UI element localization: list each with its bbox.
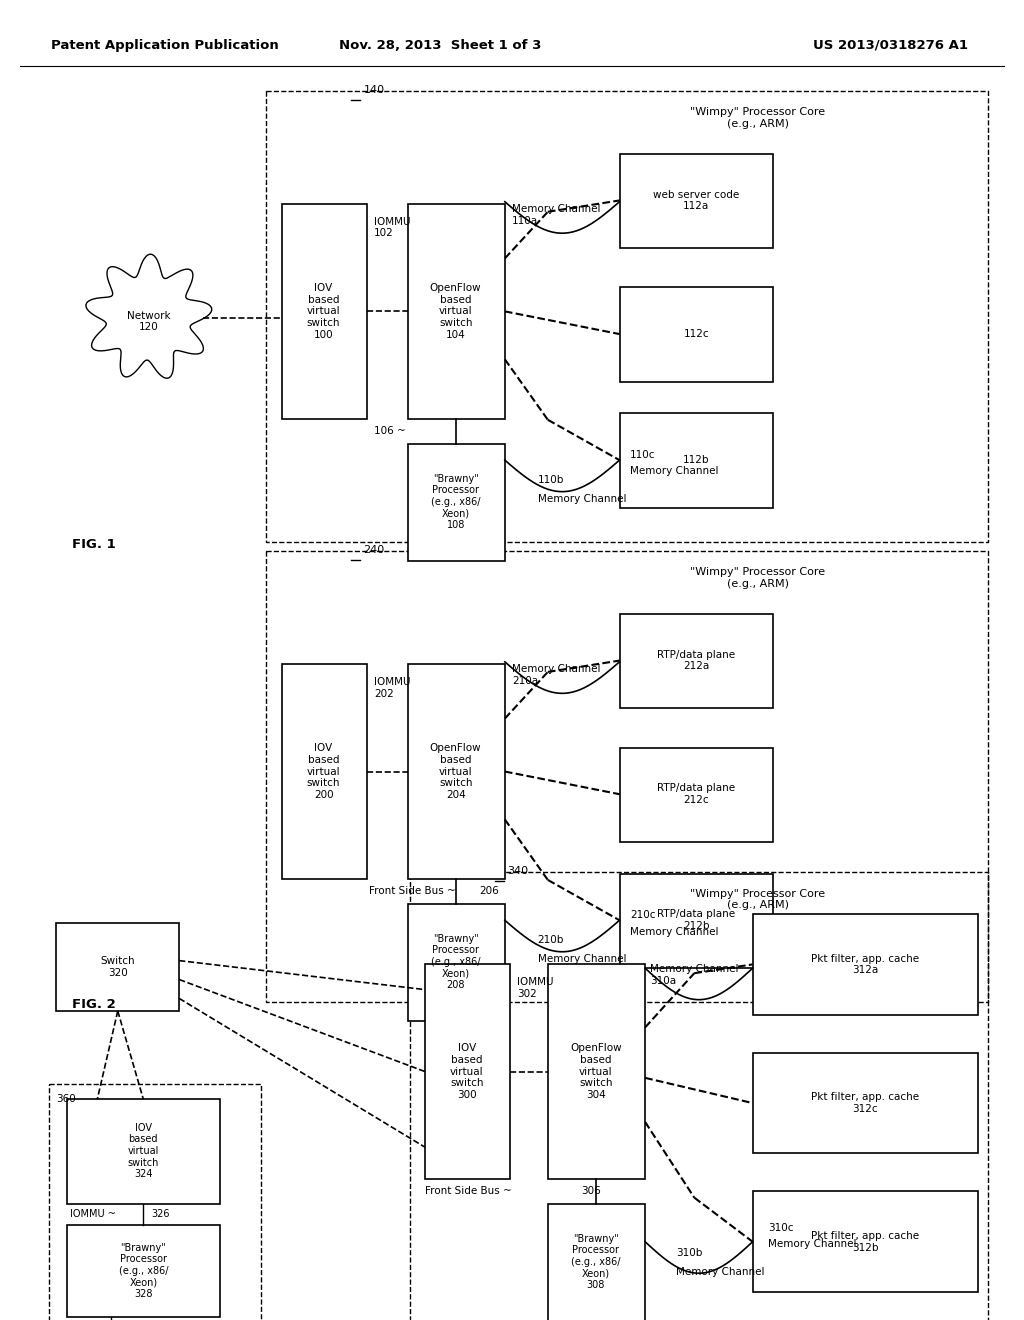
Text: 310b: 310b — [676, 1247, 702, 1258]
Text: OpenFlow
based
virtual
switch
304: OpenFlow based virtual switch 304 — [570, 1043, 622, 1100]
Text: Memory Channel
210a: Memory Channel 210a — [512, 664, 600, 686]
Text: Memory Channel: Memory Channel — [630, 927, 718, 937]
Text: FIG. 2: FIG. 2 — [72, 998, 116, 1011]
Bar — [548, 965, 645, 1179]
Text: Pkt filter, app. cache
312a: Pkt filter, app. cache 312a — [811, 953, 920, 975]
Text: IOMMU
302: IOMMU 302 — [517, 977, 554, 999]
Bar — [67, 1100, 220, 1204]
Text: Memory Channel: Memory Channel — [538, 954, 626, 965]
Text: "Wimpy" Processor Core
(e.g., ARM): "Wimpy" Processor Core (e.g., ARM) — [690, 568, 825, 589]
Text: 106 ~: 106 ~ — [374, 426, 406, 436]
Text: US 2013/0318276 A1: US 2013/0318276 A1 — [813, 38, 969, 51]
Text: 110b: 110b — [538, 475, 564, 486]
Text: IOMMU ~: IOMMU ~ — [70, 1209, 116, 1218]
Bar — [620, 614, 773, 709]
Bar — [620, 413, 773, 508]
Text: Memory Channel: Memory Channel — [768, 1239, 856, 1249]
Text: "Wimpy" Processor Core
(e.g., ARM): "Wimpy" Processor Core (e.g., ARM) — [690, 107, 825, 129]
Text: web server code
112a: web server code 112a — [653, 190, 739, 211]
Bar — [620, 874, 773, 968]
Bar — [282, 664, 367, 879]
Text: Pkt filter, app. cache
312b: Pkt filter, app. cache 312b — [811, 1232, 920, 1253]
Bar — [56, 923, 179, 1011]
Text: IOV
based
virtual
switch
200: IOV based virtual switch 200 — [307, 743, 340, 800]
Text: Network
120: Network 120 — [127, 310, 170, 333]
Bar — [620, 154, 773, 248]
Text: IOV
based
virtual
switch
300: IOV based virtual switch 300 — [451, 1043, 483, 1100]
Text: Front Side Bus ~: Front Side Bus ~ — [425, 1187, 512, 1196]
Text: 210c: 210c — [630, 911, 655, 920]
Text: 210b: 210b — [538, 936, 564, 945]
Text: 206: 206 — [479, 886, 499, 896]
Text: Memory Channel
110a: Memory Channel 110a — [512, 205, 600, 226]
Text: 140: 140 — [364, 84, 385, 95]
Bar — [408, 444, 505, 561]
Bar — [67, 1225, 220, 1317]
Text: Pkt filter, app. cache
312c: Pkt filter, app. cache 312c — [811, 1092, 920, 1114]
Bar — [425, 965, 510, 1179]
Text: "Brawny"
Processor
(e.g., x86/
Xeon)
108: "Brawny" Processor (e.g., x86/ Xeon) 108 — [431, 474, 480, 529]
Text: 326: 326 — [152, 1209, 170, 1218]
Text: IOV
based
virtual
switch
100: IOV based virtual switch 100 — [307, 284, 340, 339]
Bar — [282, 205, 367, 418]
Text: Memory Channel
310a: Memory Channel 310a — [650, 965, 738, 986]
Text: 110c: 110c — [630, 450, 655, 461]
Bar — [753, 1192, 978, 1292]
Text: 360: 360 — [56, 1094, 76, 1105]
Text: RTP/data plane
212a: RTP/data plane 212a — [657, 649, 735, 672]
Text: 240: 240 — [364, 545, 385, 554]
Text: 340: 340 — [507, 866, 528, 876]
Text: Nov. 28, 2013  Sheet 1 of 3: Nov. 28, 2013 Sheet 1 of 3 — [339, 38, 542, 51]
Bar — [408, 664, 505, 879]
Text: IOMMU
102: IOMMU 102 — [374, 216, 411, 239]
Polygon shape — [86, 255, 212, 379]
Bar — [620, 288, 773, 381]
Text: Memory Channel: Memory Channel — [676, 1267, 764, 1276]
Text: Memory Channel: Memory Channel — [538, 494, 626, 504]
Text: "Brawny"
Processor
(e.g., x86/
Xeon)
208: "Brawny" Processor (e.g., x86/ Xeon) 208 — [431, 933, 480, 990]
Text: RTP/data plane
212c: RTP/data plane 212c — [657, 783, 735, 805]
Text: Switch
320: Switch 320 — [100, 956, 135, 978]
Text: OpenFlow
based
virtual
switch
204: OpenFlow based virtual switch 204 — [430, 743, 481, 800]
Text: Patent Application Publication: Patent Application Publication — [51, 38, 279, 51]
Text: RTP/data plane
212b: RTP/data plane 212b — [657, 909, 735, 931]
Bar — [408, 205, 505, 418]
Bar — [620, 747, 773, 842]
Bar — [408, 904, 505, 1022]
Text: IOV
based
virtual
switch
324: IOV based virtual switch 324 — [128, 1123, 159, 1179]
Text: "Brawny"
Processor
(e.g., x86/
Xeon)
308: "Brawny" Processor (e.g., x86/ Xeon) 308 — [571, 1234, 621, 1290]
Text: Memory Channel: Memory Channel — [630, 466, 718, 477]
Bar — [753, 1052, 978, 1154]
Text: FIG. 1: FIG. 1 — [72, 539, 116, 550]
Text: 112c: 112c — [683, 329, 710, 339]
Text: OpenFlow
based
virtual
switch
104: OpenFlow based virtual switch 104 — [430, 284, 481, 339]
Bar — [753, 913, 978, 1015]
Text: IOMMU
202: IOMMU 202 — [374, 677, 411, 698]
Text: 306: 306 — [582, 1187, 601, 1196]
Text: 310c: 310c — [768, 1222, 794, 1233]
Text: "Wimpy" Processor Core
(e.g., ARM): "Wimpy" Processor Core (e.g., ARM) — [690, 888, 825, 911]
Text: 112b: 112b — [683, 455, 710, 465]
Bar — [548, 1204, 645, 1320]
Text: Front Side Bus ~: Front Side Bus ~ — [369, 886, 456, 896]
Text: "Brawny"
Processor
(e.g., x86/
Xeon)
328: "Brawny" Processor (e.g., x86/ Xeon) 328 — [119, 1242, 168, 1299]
